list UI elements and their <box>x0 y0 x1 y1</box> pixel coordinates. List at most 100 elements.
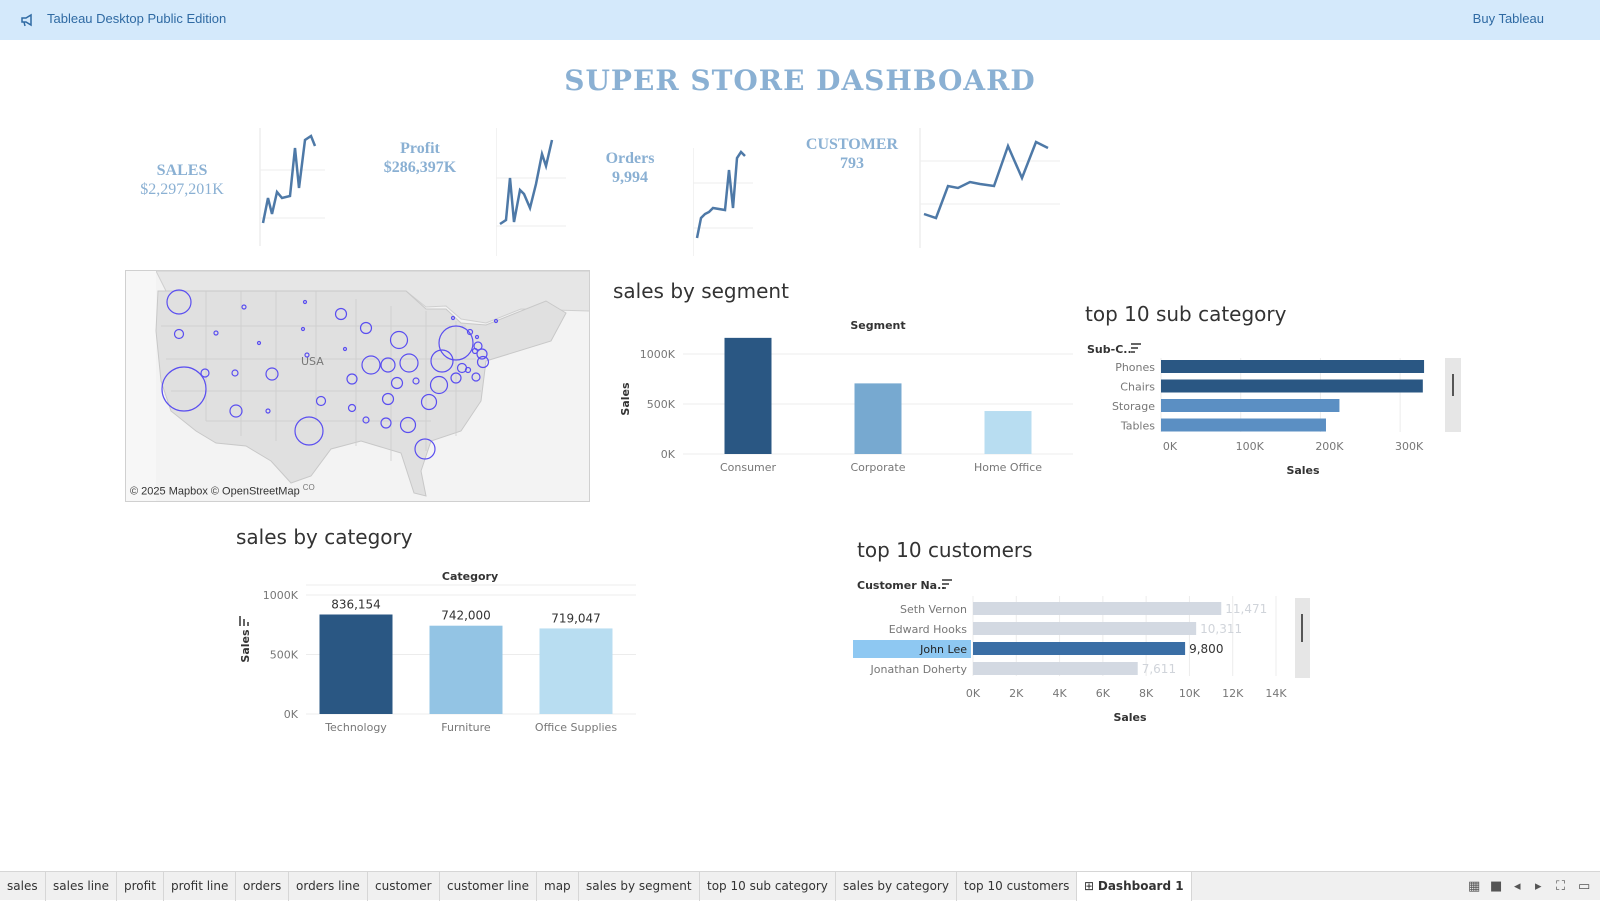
map-marker[interactable] <box>476 348 488 360</box>
sheet-tab[interactable]: sales line <box>46 872 118 901</box>
map-markers[interactable] <box>161 289 499 460</box>
prev-arrow-icon[interactable]: ◂ <box>1514 879 1521 894</box>
segment-bar[interactable] <box>984 411 1032 454</box>
map-marker[interactable] <box>474 334 480 340</box>
fullscreen-icon[interactable]: ⛶ <box>1556 879 1566 894</box>
segment-bar[interactable] <box>724 337 772 454</box>
customers-chart[interactable]: Customer Na.. 11,471 10,311 9,800 7,611 Set… <box>852 572 1312 732</box>
map-marker[interactable] <box>300 326 306 332</box>
customer-bar[interactable] <box>973 602 1222 615</box>
map-marker[interactable] <box>346 373 358 385</box>
customer-bar[interactable] <box>973 662 1138 675</box>
map-marker[interactable] <box>473 341 483 351</box>
sort-icon[interactable] <box>239 616 249 626</box>
map-marker[interactable] <box>399 353 419 373</box>
subcat-bar[interactable] <box>1161 418 1326 432</box>
sheet-tab[interactable]: orders <box>236 872 290 901</box>
buy-tableau-link[interactable]: Buy Tableau <box>1472 11 1544 26</box>
map-marker[interactable] <box>380 417 392 429</box>
selected-row-highlight[interactable] <box>853 640 971 658</box>
sheet-tab[interactable]: orders line <box>289 872 368 901</box>
kpi-orders[interactable]: Orders 9,994 <box>590 149 670 187</box>
map-marker[interactable] <box>347 403 357 413</box>
category-chart[interactable]: Category Sales 0K 500K 1000K 836,154 742,00… <box>236 560 641 740</box>
filmstrip-icon[interactable]: ■ <box>1490 879 1503 894</box>
map-marker[interactable] <box>464 366 472 374</box>
sales-map[interactable]: USA <box>125 270 590 502</box>
map-marker[interactable] <box>173 328 185 340</box>
kpi-profit[interactable]: Profit $286,397K <box>365 139 475 177</box>
map-marker[interactable] <box>412 377 420 385</box>
map-marker[interactable] <box>200 368 210 378</box>
segment-bars[interactable] <box>724 337 1032 454</box>
sheet-tab[interactable]: profit line <box>164 872 237 901</box>
map-marker[interactable] <box>241 304 247 310</box>
sheet-tab[interactable]: sales by category <box>836 872 957 901</box>
customers-scroll-thumb[interactable] <box>1301 614 1303 642</box>
sales-sparkline[interactable] <box>255 128 325 246</box>
map-marker[interactable] <box>229 404 243 418</box>
category-bar[interactable] <box>539 628 613 714</box>
map-marker[interactable] <box>166 289 192 315</box>
us-map-svg[interactable]: USA <box>126 271 590 502</box>
sheet-tab[interactable]: customer line <box>440 872 537 901</box>
map-marker[interactable] <box>471 347 479 355</box>
map-marker[interactable] <box>302 299 308 305</box>
sheet-tab[interactable]: top 10 sub category <box>700 872 836 901</box>
category-bars[interactable] <box>319 614 613 714</box>
map-marker[interactable] <box>334 307 348 321</box>
category-bar[interactable] <box>429 625 503 714</box>
sheet-tab[interactable]: top 10 customers <box>957 872 1078 901</box>
kpi-customer[interactable]: CUSTOMER 793 <box>797 135 907 173</box>
map-marker[interactable] <box>389 330 409 350</box>
sheet-tab[interactable]: ⊞ Dashboard 1 <box>1077 872 1192 901</box>
map-marker[interactable] <box>362 416 370 424</box>
map-marker[interactable] <box>430 349 454 373</box>
map-marker[interactable] <box>315 395 327 407</box>
sheet-tab[interactable]: customer <box>368 872 440 901</box>
map-marker[interactable] <box>476 355 490 369</box>
subcat-scroll-thumb[interactable] <box>1452 374 1454 396</box>
subcat-bar[interactable] <box>1161 379 1423 393</box>
subcat-bar[interactable] <box>1161 360 1425 373</box>
customer-bar[interactable] <box>973 642 1186 655</box>
sheet-tab[interactable]: sales by segment <box>579 872 700 901</box>
next-arrow-icon[interactable]: ▸ <box>1535 879 1542 894</box>
map-marker[interactable] <box>213 330 219 336</box>
map-marker[interactable] <box>161 366 207 412</box>
sheet-tab[interactable]: profit <box>117 872 164 901</box>
grid-view-icon[interactable]: ▦ <box>1468 879 1481 894</box>
map-marker[interactable] <box>390 376 404 390</box>
subcat-bar[interactable] <box>1161 399 1340 412</box>
segment-bar[interactable] <box>854 383 902 454</box>
map-marker[interactable] <box>256 340 262 346</box>
map-marker[interactable] <box>450 315 456 321</box>
sheet-tab[interactable]: sales <box>0 872 46 901</box>
map-marker[interactable] <box>414 438 436 460</box>
map-marker[interactable] <box>380 357 396 373</box>
sort-icon[interactable] <box>1131 343 1141 353</box>
present-icon[interactable]: ▭ <box>1578 879 1591 894</box>
subcat-bars[interactable] <box>1161 360 1425 432</box>
map-marker[interactable] <box>265 367 279 381</box>
orders-sparkline[interactable] <box>693 128 753 256</box>
segment-chart[interactable]: Segment Sales 0K 500K 1000K Consumer Corpor… <box>613 312 1078 492</box>
map-marker[interactable] <box>399 416 417 434</box>
map-marker[interactable] <box>265 408 271 414</box>
map-marker[interactable] <box>381 392 395 406</box>
map-marker[interactable] <box>429 375 449 395</box>
map-marker[interactable] <box>361 355 381 375</box>
sort-icon[interactable] <box>942 579 952 589</box>
customer-bar[interactable] <box>973 622 1197 635</box>
map-marker[interactable] <box>359 321 373 335</box>
category-bar[interactable] <box>319 614 393 714</box>
map-marker[interactable] <box>438 325 474 361</box>
subcat-chart[interactable]: Sub-C.. Phones Chairs Storage Tables 0K 100K… <box>1085 336 1465 486</box>
kpi-sales[interactable]: SALES $2,297,201K <box>132 161 232 199</box>
profit-sparkline[interactable] <box>496 128 566 256</box>
map-marker[interactable] <box>304 352 310 358</box>
map-marker[interactable] <box>466 328 474 336</box>
map-marker[interactable] <box>231 369 239 377</box>
sheet-tab[interactable]: map <box>537 872 579 901</box>
map-marker[interactable] <box>294 416 324 446</box>
